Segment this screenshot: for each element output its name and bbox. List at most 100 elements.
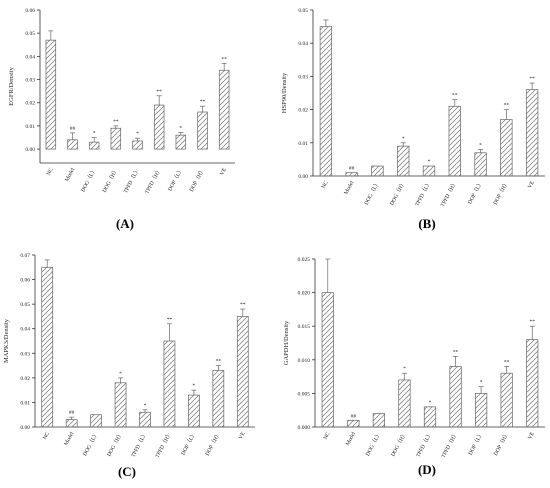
x-tick-label: DOG（L） xyxy=(79,167,98,193)
x-tick-label: TPFD（L） xyxy=(130,431,149,459)
x-tick-label: TPFD（L） xyxy=(122,167,141,195)
bar xyxy=(371,165,384,177)
y-tick-label: 0.01 xyxy=(298,141,308,147)
y-tick-label: 0.02 xyxy=(25,101,35,107)
bar xyxy=(67,139,78,150)
x-tick-label: VE xyxy=(527,180,536,190)
y-tick-label: 0.000 xyxy=(298,425,311,431)
significance-label: ** xyxy=(529,76,535,82)
significance-label: * xyxy=(144,403,147,409)
bar xyxy=(110,127,122,150)
x-tick-label: DOG（L） xyxy=(364,431,383,457)
bar xyxy=(525,89,539,177)
bar xyxy=(163,340,176,428)
bar xyxy=(319,26,333,177)
y-tick-label: 0.00 xyxy=(20,425,30,431)
y-axis-label: EGFR/Density xyxy=(8,66,15,105)
bar xyxy=(422,165,436,177)
bar xyxy=(175,134,187,150)
significance-label: ** xyxy=(216,359,222,365)
x-tick-label: DOP（H） xyxy=(204,431,222,457)
y-tick-label: 0.05 xyxy=(298,8,308,14)
x-tick-label: DOG（H） xyxy=(389,431,408,458)
chart-panel-d: 0.000 0.005 0.010 0.015 0.020 0.025 GAPDH/Dens… xyxy=(275,244,550,488)
y-axis-label: GAPDH/Density xyxy=(283,320,290,365)
bar xyxy=(449,366,462,428)
x-tick-label: TPFD（H） xyxy=(143,167,163,195)
significance-label: ** xyxy=(240,302,246,308)
bar xyxy=(41,266,54,428)
significance-label: ** xyxy=(200,99,206,105)
panel-label-a: (A) xyxy=(115,216,135,231)
y-tick-label: 0.010 xyxy=(298,358,311,364)
x-tick-label: VE xyxy=(219,167,228,177)
bar xyxy=(474,152,487,177)
bar xyxy=(212,370,225,428)
y-tick-label: 0.025 xyxy=(298,257,311,263)
y-tick-label: 0.06 xyxy=(25,8,35,14)
significance-label: * xyxy=(136,131,139,137)
bar xyxy=(423,406,437,428)
panel-label-d: (D) xyxy=(417,462,437,477)
panel-label-b: (B) xyxy=(418,216,436,231)
x-tick-label: VE xyxy=(527,431,536,441)
x-tick-label: TPFD（L） xyxy=(415,431,434,459)
significance-label: ## xyxy=(349,166,355,172)
x-tick-label: TPFD（H） xyxy=(154,431,174,459)
significance-label: ** xyxy=(113,119,119,125)
x-tick-label: TPFD（H） xyxy=(439,180,459,208)
chart-svg-d: 0.000 0.005 0.010 0.015 0.020 0.025 GAPDH/Dens… xyxy=(283,257,545,459)
bar xyxy=(45,39,57,150)
bar xyxy=(345,172,358,177)
x-tick-label: NC xyxy=(46,167,55,177)
y-tick-label: 0.005 xyxy=(298,391,311,397)
bar xyxy=(65,419,78,428)
y-tick-label: 0.04 xyxy=(298,41,308,47)
significance-label: * xyxy=(193,383,196,389)
panel-label-c: (C) xyxy=(117,464,137,479)
bar xyxy=(372,413,385,428)
y-tick-label: 0.02 xyxy=(20,376,30,382)
y-tick-label: 0.03 xyxy=(20,351,30,357)
chart-svg-a: 0.00 0.01 0.02 0.03 0.04 0.05 0.06 EGFR/Density… xyxy=(8,8,235,195)
significance-label: * xyxy=(428,159,431,165)
x-tick-label: DOP（H） xyxy=(492,180,510,206)
significance-label: ## xyxy=(69,410,75,416)
significance-label: ** xyxy=(156,89,162,95)
y-tick-label: 0.00 xyxy=(298,174,308,180)
y-axis-label: MAPK3/Density xyxy=(3,318,10,363)
significance-label: ** xyxy=(504,360,510,366)
bar xyxy=(236,316,249,428)
x-tick-label: NC xyxy=(42,431,51,441)
bar xyxy=(188,394,200,428)
x-tick-label: DOP（L） xyxy=(167,167,185,193)
x-tick-label: TPFD（L） xyxy=(414,180,433,208)
x-tick-label: Model xyxy=(345,431,357,447)
significance-label: * xyxy=(429,400,432,406)
x-tick-label: DOG（L） xyxy=(81,431,100,457)
x-tick-label: VE xyxy=(238,431,247,441)
x-tick-label: NC xyxy=(323,431,332,441)
y-axis-label: HSP90/Density xyxy=(281,72,288,113)
x-tick-label: Model xyxy=(63,431,75,447)
x-tick-label: NC xyxy=(321,180,330,190)
y-tick-label: 0.04 xyxy=(20,327,30,333)
significance-label: ** xyxy=(453,349,459,355)
x-tick-label: DOP（L） xyxy=(466,180,484,206)
bar xyxy=(139,411,151,428)
y-tick-label: 0.01 xyxy=(25,124,35,130)
y-tick-label: 0.06 xyxy=(20,278,30,284)
chart-panel-b: 0.00 0.01 0.02 0.03 0.04 0.05 HSP90/Density NC #… xyxy=(275,0,550,244)
y-tick-label: 0.020 xyxy=(298,291,311,297)
chart-panel-c: 0.00 0.01 0.02 0.03 0.04 0.05 0.06 0.07 MAPK3/De… xyxy=(0,244,275,488)
bar xyxy=(398,379,411,428)
x-tick-label: DOP（L） xyxy=(467,431,485,457)
significance-label: ** xyxy=(452,93,458,99)
significance-label: ## xyxy=(351,413,357,419)
bar xyxy=(448,105,461,177)
significance-label: * xyxy=(93,131,96,137)
bar xyxy=(321,292,334,428)
y-tick-label: 0.01 xyxy=(20,400,30,406)
bar xyxy=(132,140,143,150)
y-tick-label: 0.02 xyxy=(298,108,308,114)
